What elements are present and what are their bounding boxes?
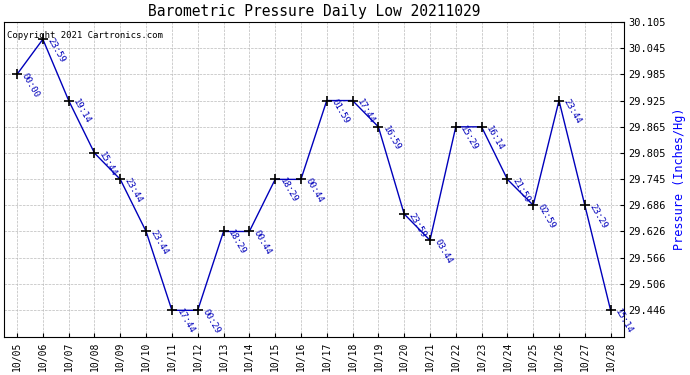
- Text: 18:29: 18:29: [226, 229, 248, 256]
- Text: 19:14: 19:14: [72, 98, 92, 126]
- Text: 16:59: 16:59: [381, 124, 402, 152]
- Y-axis label: Pressure (Inches/Hg): Pressure (Inches/Hg): [673, 108, 686, 250]
- Text: 15:44: 15:44: [97, 150, 119, 178]
- Text: 23:44: 23:44: [562, 98, 583, 126]
- Text: 15:14: 15:14: [613, 308, 635, 335]
- Text: 00:29: 00:29: [201, 308, 221, 335]
- Text: 03:44: 03:44: [433, 237, 454, 265]
- Text: 16:14: 16:14: [484, 124, 506, 152]
- Text: 01:59: 01:59: [330, 98, 351, 126]
- Text: 23:59: 23:59: [407, 211, 428, 239]
- Text: 18:29: 18:29: [278, 177, 299, 204]
- Text: 23:44: 23:44: [149, 229, 170, 256]
- Text: 00:44: 00:44: [252, 229, 273, 256]
- Text: Copyright 2021 Cartronics.com: Copyright 2021 Cartronics.com: [8, 31, 163, 40]
- Text: 23:44: 23:44: [123, 177, 144, 204]
- Text: 00:00: 00:00: [20, 72, 41, 99]
- Text: 17:44: 17:44: [175, 308, 196, 335]
- Text: 23:29: 23:29: [588, 202, 609, 230]
- Text: 21:59: 21:59: [510, 177, 531, 204]
- Title: Barometric Pressure Daily Low 20211029: Barometric Pressure Daily Low 20211029: [148, 4, 480, 19]
- Text: 17:44: 17:44: [355, 98, 377, 126]
- Text: 00:44: 00:44: [304, 177, 325, 204]
- Text: 23:59: 23:59: [46, 36, 67, 64]
- Text: 02:59: 02:59: [536, 202, 558, 230]
- Text: 15:29: 15:29: [459, 124, 480, 152]
